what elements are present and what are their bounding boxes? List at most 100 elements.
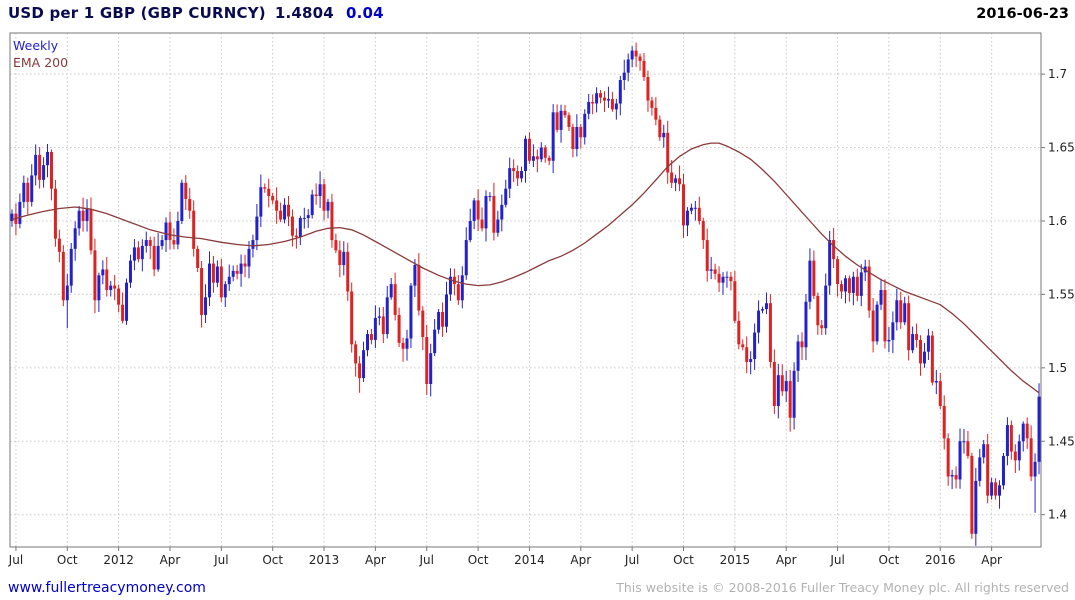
candle-body [986, 444, 990, 496]
candle-body [81, 210, 85, 221]
candle-body [915, 334, 919, 340]
price-change: 0.04 [345, 4, 384, 22]
candle-body [804, 301, 808, 348]
candle-body [587, 102, 591, 114]
candle-body [922, 351, 926, 364]
candle-body [204, 297, 208, 315]
instrument-name: USD per 1 GBP (GBP CURNCY) [8, 4, 266, 22]
candle-body [524, 138, 527, 172]
candle-body [930, 335, 934, 383]
chart-title: USD per 1 GBP (GBP CURNCY) 1.4804 0.04 [8, 4, 384, 22]
candle-body [583, 113, 587, 138]
candle-body [875, 304, 879, 342]
candle-body [547, 157, 551, 161]
candle-body [531, 156, 535, 161]
x-tick-label: 2014 [514, 553, 545, 567]
candle-body [132, 247, 136, 261]
candle-body [800, 341, 804, 348]
candle-body [10, 213, 14, 221]
candle-body [200, 267, 204, 315]
candle-body [887, 339, 891, 342]
candle-body [196, 248, 200, 268]
candle-body [697, 207, 701, 221]
candle-body [314, 194, 318, 197]
candle-body [741, 344, 745, 348]
candle-body [907, 303, 911, 351]
candle-body [500, 204, 504, 220]
candle-body [488, 196, 492, 198]
candle-body [535, 156, 539, 160]
candle-body [990, 482, 994, 496]
candle-body [310, 194, 314, 216]
candle-body [365, 334, 369, 351]
candle-body [551, 112, 555, 161]
candle-body [792, 370, 796, 418]
candle-body [227, 276, 231, 285]
candle-body [843, 278, 847, 292]
candle-body [599, 93, 603, 98]
x-tick-label: Apr [160, 553, 181, 567]
candle-body [729, 276, 733, 282]
candle-body [338, 250, 342, 266]
candle-body [330, 201, 334, 241]
candle-body [49, 151, 53, 189]
candle-body [192, 210, 196, 249]
candle-body [1013, 451, 1017, 461]
chart-date: 2016-06-23 [976, 6, 1069, 22]
candle-body [946, 438, 950, 477]
candle-body [670, 172, 674, 183]
x-axis-labels: Jul Oct 2012 Apr Jul Oct 2013 Apr Jul Oct 2014 Apr J… [8, 547, 1002, 567]
site-link[interactable]: www.fullertreacymoney.com [8, 580, 206, 596]
candle-body [832, 240, 836, 260]
candle-body [571, 126, 575, 150]
candle-body [350, 291, 354, 345]
header: USD per 1 GBP (GBP CURNCY) 1.4804 0.04 201… [8, 4, 1069, 22]
legend: Weekly EMA 200 [13, 37, 68, 71]
candle-body [998, 485, 1002, 496]
candle-body [283, 204, 287, 220]
candle-body [180, 182, 184, 221]
x-tick-label: Jul [624, 553, 639, 567]
last-price: 1.4804 [274, 4, 334, 22]
candle-body [239, 263, 243, 274]
candle-body [385, 297, 389, 335]
candle-body [393, 284, 397, 315]
candle-body [267, 188, 271, 197]
candle-body [401, 342, 405, 349]
candle-body [156, 245, 160, 270]
candle-body [899, 300, 903, 323]
candle-body [152, 245, 156, 270]
candle-body [606, 99, 610, 101]
candle-body [733, 281, 737, 321]
candle-body [113, 285, 117, 289]
candle-body [326, 201, 330, 211]
candle-body [286, 204, 290, 217]
candle-body [342, 251, 346, 266]
candle-body [942, 406, 946, 439]
candle-body [306, 215, 310, 219]
candle-body [772, 361, 776, 407]
candle-body [867, 266, 871, 311]
y-tick-label: 1.4 [1048, 508, 1067, 522]
candle-body [1029, 438, 1033, 477]
candle-body [674, 178, 678, 183]
candle-body [121, 304, 125, 321]
candle-body [294, 235, 298, 238]
candle-body [851, 276, 855, 293]
candle-body [188, 198, 192, 211]
candle-body [1017, 441, 1021, 461]
candle-body [725, 276, 729, 278]
candle-body [859, 272, 863, 296]
x-tick-label: Jul [829, 553, 844, 567]
candle-body [207, 263, 211, 298]
candle-body [871, 310, 875, 342]
candle-body [622, 72, 626, 80]
x-tick-label: Oct [879, 553, 900, 567]
candle-body [1005, 425, 1009, 456]
candle-body [520, 171, 524, 179]
candle-body [911, 334, 915, 351]
candle-body [824, 285, 828, 329]
legend-interval-label: Weekly [13, 38, 59, 53]
candle-body [247, 248, 251, 267]
candle-body [128, 260, 132, 283]
